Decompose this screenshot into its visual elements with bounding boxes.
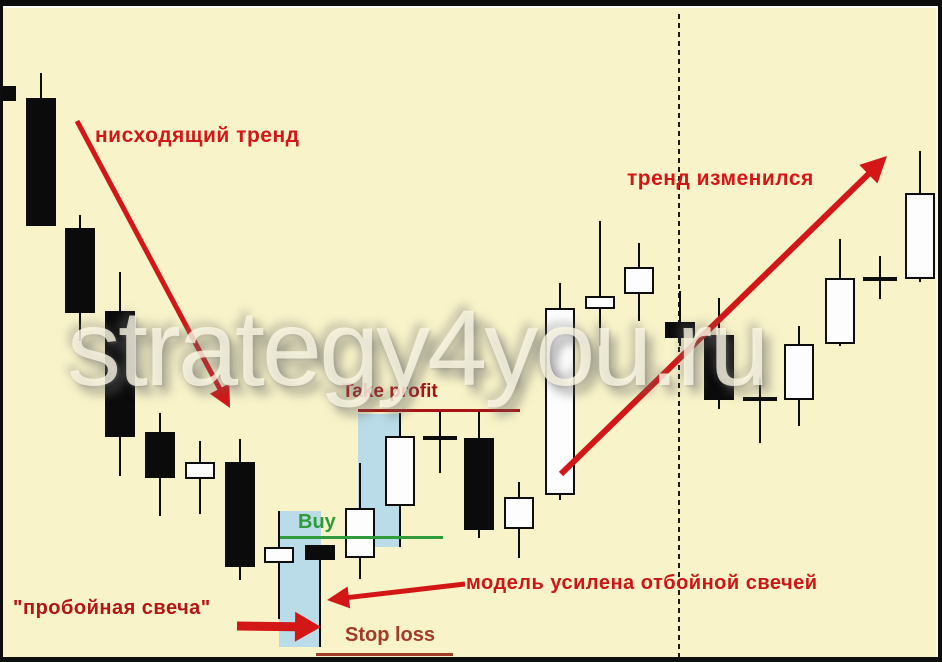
bearish-candle [305, 545, 335, 560]
doji-candle [423, 436, 457, 440]
trade-levels-layer [3, 6, 938, 657]
bearish-candle [26, 98, 56, 226]
bearish-candle [3, 86, 16, 101]
bullish-candle [345, 508, 375, 558]
bullish-candle [385, 436, 415, 506]
candle-wick [439, 412, 441, 473]
entry-buy-line [280, 536, 443, 539]
take-profit-line [358, 409, 520, 412]
bullish-candle [264, 547, 294, 563]
bearish-candle [464, 438, 494, 530]
candle-wick [278, 511, 280, 619]
candle-wick [319, 545, 321, 647]
bullish-candle [185, 462, 215, 479]
doji-candle [863, 277, 897, 281]
bearish-candle [225, 462, 255, 567]
stop-loss-line [316, 653, 453, 656]
candle-wick [0, 86, 2, 101]
bullish-candle [905, 193, 935, 279]
bullish-candle [504, 497, 534, 529]
bearish-candle [145, 432, 175, 478]
